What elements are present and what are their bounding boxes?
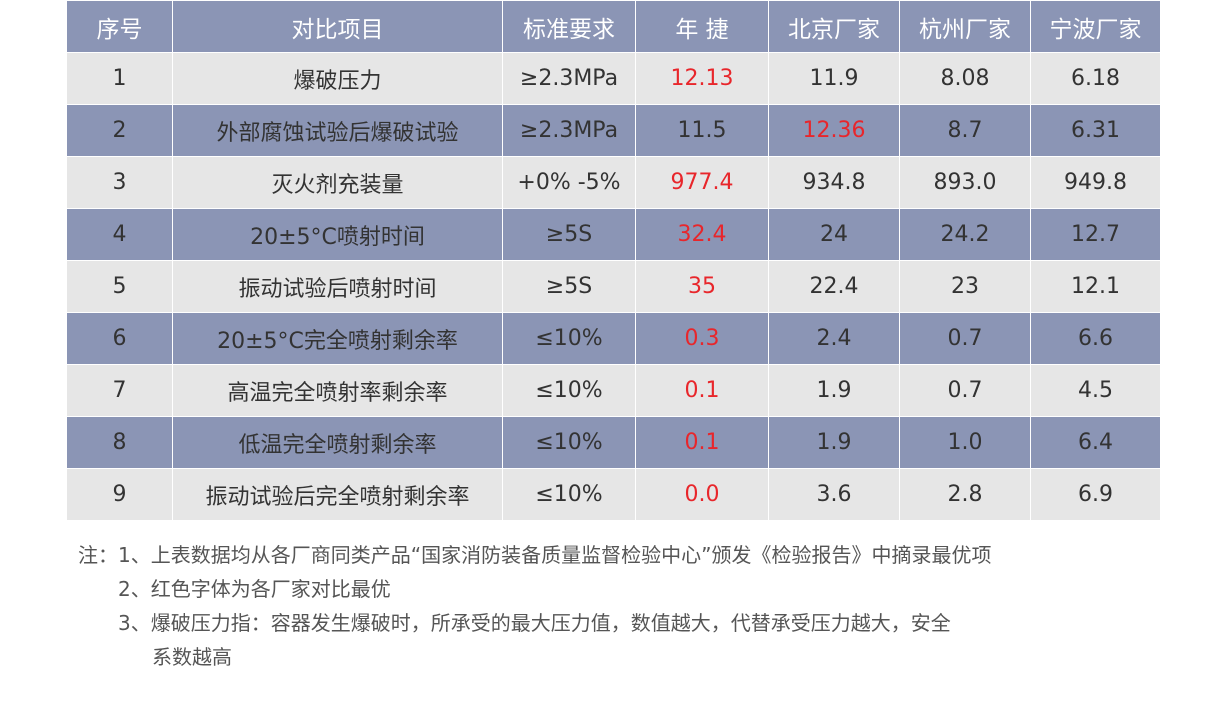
cell-no: 6 — [66, 312, 173, 365]
header-no: 序号 — [66, 0, 173, 53]
notes-section: 注：1、上表数据均从各厂商同类产品“国家消防装备质量监督检验中心”颁发《检验报告… — [78, 538, 1178, 674]
cell-standard: ≤10% — [502, 312, 636, 365]
cell-item: 振动试验后完全喷射剩余率 — [172, 468, 503, 521]
cell-beijing: 1.9 — [768, 416, 900, 469]
cell-standard: ≥5S — [502, 260, 636, 313]
cell-ningbo: 6.9 — [1030, 468, 1161, 521]
table-row: 7 高温完全喷射率剩余率 ≤10% 0.1 1.9 0.7 4.5 — [66, 364, 1161, 417]
cell-standard: ≤10% — [502, 364, 636, 417]
cell-item: 高温完全喷射率剩余率 — [172, 364, 503, 417]
cell-no: 2 — [66, 104, 173, 157]
note-line-2: 2、红色字体为各厂家对比最优 — [118, 577, 391, 601]
header-beijing: 北京厂家 — [768, 0, 900, 53]
table-row: 5 振动试验后喷射时间 ≥5S 35 22.4 23 12.1 — [66, 260, 1161, 313]
cell-ningbo: 4.5 — [1030, 364, 1161, 417]
header-standard: 标准要求 — [502, 0, 636, 53]
cell-no: 7 — [66, 364, 173, 417]
cell-hangzhou: 8.08 — [899, 52, 1031, 105]
cell-hangzhou: 0.7 — [899, 312, 1031, 365]
cell-no: 9 — [66, 468, 173, 521]
cell-nianjie: 12.13 — [635, 52, 769, 105]
cell-item: 爆破压力 — [172, 52, 503, 105]
cell-item: 20±5°C完全喷射剩余率 — [172, 312, 503, 365]
cell-ningbo: 6.4 — [1030, 416, 1161, 469]
cell-ningbo: 12.7 — [1030, 208, 1161, 261]
cell-nianjie: 32.4 — [635, 208, 769, 261]
cell-ningbo: 12.1 — [1030, 260, 1161, 313]
table-row: 8 低温完全喷射剩余率 ≤10% 0.1 1.9 1.0 6.4 — [66, 416, 1161, 469]
cell-hangzhou: 0.7 — [899, 364, 1031, 417]
cell-item: 灭火剂充装量 — [172, 156, 503, 209]
cell-hangzhou: 8.7 — [899, 104, 1031, 157]
cell-beijing: 22.4 — [768, 260, 900, 313]
table-body: 1 爆破压力 ≥2.3MPa 12.13 11.9 8.08 6.18 2 外部腐蚀试验后爆破试… — [66, 52, 1161, 521]
cell-item: 外部腐蚀试验后爆破试验 — [172, 104, 503, 157]
table-row: 3 灭火剂充装量 +0% -5% 977.4 934.8 893.0 949.8 — [66, 156, 1161, 209]
cell-standard: ≥2.3MPa — [502, 52, 636, 105]
cell-nianjie: 0.1 — [635, 416, 769, 469]
cell-standard: ≤10% — [502, 416, 636, 469]
cell-no: 1 — [66, 52, 173, 105]
header-ningbo: 宁波厂家 — [1030, 0, 1161, 53]
table-header-row: 序号 对比项目 标准要求 年 捷 北京厂家 杭州厂家 宁波厂家 — [66, 0, 1161, 53]
cell-no: 3 — [66, 156, 173, 209]
cell-ningbo: 6.18 — [1030, 52, 1161, 105]
cell-beijing: 934.8 — [768, 156, 900, 209]
cell-item: 20±5°C喷射时间 — [172, 208, 503, 261]
cell-ningbo: 6.31 — [1030, 104, 1161, 157]
cell-nianjie: 977.4 — [635, 156, 769, 209]
comparison-table-container: 序号 对比项目 标准要求 年 捷 北京厂家 杭州厂家 宁波厂家 1 爆破压力 ≥2.… — [66, 0, 1161, 527]
cell-beijing: 24 — [768, 208, 900, 261]
cell-standard: ≤10% — [502, 468, 636, 521]
cell-standard: ≥2.3MPa — [502, 104, 636, 157]
cell-hangzhou: 1.0 — [899, 416, 1031, 469]
cell-hangzhou: 2.8 — [899, 468, 1031, 521]
table-row: 4 20±5°C喷射时间 ≥5S 32.4 24 24.2 12.7 — [66, 208, 1161, 261]
cell-beijing: 11.9 — [768, 52, 900, 105]
cell-item: 振动试验后喷射时间 — [172, 260, 503, 313]
cell-item: 低温完全喷射剩余率 — [172, 416, 503, 469]
cell-ningbo: 949.8 — [1030, 156, 1161, 209]
cell-hangzhou: 24.2 — [899, 208, 1031, 261]
cell-beijing: 1.9 — [768, 364, 900, 417]
table-row: 1 爆破压力 ≥2.3MPa 12.13 11.9 8.08 6.18 — [66, 52, 1161, 105]
cell-no: 4 — [66, 208, 173, 261]
cell-nianjie: 11.5 — [635, 104, 769, 157]
cell-nianjie: 0.1 — [635, 364, 769, 417]
cell-no: 5 — [66, 260, 173, 313]
cell-beijing: 2.4 — [768, 312, 900, 365]
table-row: 2 外部腐蚀试验后爆破试验 ≥2.3MPa 11.5 12.36 8.7 6.31 — [66, 104, 1161, 157]
cell-beijing: 3.6 — [768, 468, 900, 521]
comparison-table: 序号 对比项目 标准要求 年 捷 北京厂家 杭州厂家 宁波厂家 1 爆破压力 ≥2.… — [66, 0, 1161, 521]
cell-standard: ≥5S — [502, 208, 636, 261]
table-row: 9 振动试验后完全喷射剩余率 ≤10% 0.0 3.6 2.8 6.9 — [66, 468, 1161, 521]
note-line-4: 系数越高 — [152, 645, 232, 669]
cell-nianjie: 0.0 — [635, 468, 769, 521]
cell-beijing: 12.36 — [768, 104, 900, 157]
cell-ningbo: 6.6 — [1030, 312, 1161, 365]
cell-hangzhou: 893.0 — [899, 156, 1031, 209]
header-item: 对比项目 — [172, 0, 503, 53]
cell-nianjie: 0.3 — [635, 312, 769, 365]
note-line-1: 注：1、上表数据均从各厂商同类产品“国家消防装备质量监督检验中心”颁发《检验报告… — [78, 543, 992, 567]
note-line-3: 3、爆破压力指：容器发生爆破时，所承受的最大压力值，数值越大，代替承受压力越大，… — [118, 611, 951, 635]
cell-no: 8 — [66, 416, 173, 469]
header-hangzhou: 杭州厂家 — [899, 0, 1031, 53]
table-row: 6 20±5°C完全喷射剩余率 ≤10% 0.3 2.4 0.7 6.6 — [66, 312, 1161, 365]
cell-standard: +0% -5% — [502, 156, 636, 209]
header-nianjie: 年 捷 — [635, 0, 769, 53]
cell-hangzhou: 23 — [899, 260, 1031, 313]
cell-nianjie: 35 — [635, 260, 769, 313]
